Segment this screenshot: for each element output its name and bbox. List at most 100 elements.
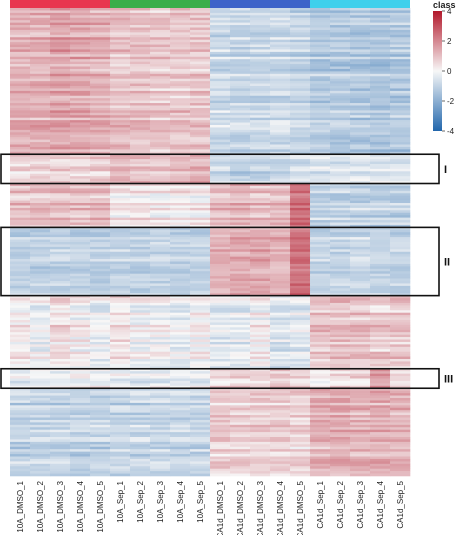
heatmap-cell: [250, 37, 271, 40]
heatmap-cell: [270, 383, 291, 387]
heatmap-cell: [190, 461, 211, 465]
heatmap-cell: [310, 315, 331, 318]
heatmap-cell: [390, 142, 411, 145]
heatmap-cell: [30, 220, 51, 223]
heatmap-cell: [30, 176, 51, 179]
heatmap-cell: [130, 137, 151, 140]
heatmap-cell: [130, 422, 151, 426]
column-label: CA1d_Sep_3: [356, 480, 365, 528]
heatmap-cell: [30, 78, 51, 82]
heatmap-cell: [30, 37, 51, 40]
heatmap-cell: [190, 207, 211, 211]
heatmap-cell: [310, 29, 331, 33]
heatmap-cell: [290, 385, 311, 389]
heatmap-cell: [230, 385, 251, 389]
heatmap-cell: [230, 388, 251, 391]
heatmap-cell: [310, 117, 331, 121]
heatmap-cell: [130, 278, 151, 282]
heatmap-cell: [290, 234, 311, 238]
heatmap-cell: [50, 151, 71, 155]
heatmap-cell: [150, 307, 171, 311]
heatmap-cell: [390, 25, 411, 28]
heatmap-cell: [290, 390, 311, 394]
heatmap-cell: [290, 415, 311, 418]
heatmap-cell: [90, 295, 111, 299]
heatmap-cell: [150, 359, 171, 362]
heatmap-cell: [10, 419, 31, 423]
heatmap-cell: [310, 242, 331, 245]
heatmap-cell: [210, 437, 231, 440]
heatmap-cell: [30, 419, 51, 423]
heatmap-cell: [190, 302, 211, 306]
heatmap-cell: [230, 105, 251, 109]
heatmap-cell: [110, 32, 131, 36]
heatmap-cell: [210, 107, 231, 111]
heatmap-cell: [150, 315, 171, 318]
heatmap-cell: [210, 203, 231, 206]
heatmap-cell: [50, 129, 71, 133]
heatmap-cell: [230, 324, 251, 328]
heatmap-cell: [30, 283, 51, 287]
heatmap-cell: [190, 32, 211, 36]
heatmap-cell: [10, 129, 31, 133]
heatmap-cell: [290, 151, 311, 155]
heatmap-cell: [390, 366, 411, 370]
heatmap-cell: [370, 446, 391, 450]
heatmap-cell: [230, 410, 251, 413]
heatmap-cell: [230, 471, 251, 474]
heatmap-cell: [90, 405, 111, 409]
heatmap-cell: [50, 185, 71, 189]
heatmap-cell: [290, 422, 311, 426]
heatmap-cell: [170, 51, 191, 55]
heatmap-cell: [170, 395, 191, 399]
heatmap-cell: [50, 66, 71, 70]
heatmap-cell: [230, 129, 251, 133]
heatmap-cell: [370, 146, 391, 150]
heatmap-cell: [270, 229, 291, 233]
heatmap-cell: [370, 107, 391, 111]
heatmap-cell: [390, 81, 411, 84]
heatmap-cell: [150, 22, 171, 26]
heatmap-cell: [310, 251, 331, 255]
heatmap-cell: [130, 310, 151, 313]
heatmap-cell: [250, 441, 271, 445]
heatmap-cell: [250, 239, 271, 243]
heatmap-cell: [130, 424, 151, 428]
heatmap-cell: [170, 115, 191, 118]
highlight-box-label: III: [444, 374, 453, 386]
heatmap-cell: [350, 232, 371, 235]
heatmap-cell: [30, 125, 51, 128]
heatmap-cell: [190, 12, 211, 16]
heatmap-cell: [230, 234, 251, 238]
heatmap-cell: [50, 95, 71, 99]
heatmap-cell: [390, 71, 411, 75]
heatmap-cell: [230, 359, 251, 362]
heatmap-cell: [350, 207, 371, 211]
heatmap-cell: [370, 402, 391, 406]
heatmap-cell: [30, 256, 51, 260]
heatmap-cell: [50, 220, 71, 223]
heatmap-cell: [170, 400, 191, 404]
heatmap-cell: [150, 100, 171, 104]
heatmap-cell: [30, 305, 51, 309]
heatmap-cell: [170, 37, 191, 40]
heatmap-cell: [90, 134, 111, 138]
heatmap-cell: [130, 176, 151, 179]
heatmap-cell: [110, 339, 131, 343]
heatmap-cell: [130, 68, 151, 72]
heatmap-cell: [290, 15, 311, 19]
heatmap-cell: [330, 244, 351, 248]
heatmap-cell: [10, 120, 31, 123]
heatmap-cell: [70, 334, 91, 338]
heatmap-cell: [250, 266, 271, 270]
heatmap-cell: [90, 471, 111, 474]
heatmap-cell: [370, 137, 391, 140]
heatmap-cell: [350, 188, 371, 192]
heatmap-cell: [270, 156, 291, 160]
heatmap-cell: [130, 66, 151, 70]
heatmap-cell: [210, 27, 231, 31]
heatmap-cell: [250, 210, 271, 214]
heatmap-cell: [390, 363, 411, 367]
heatmap-cell: [10, 251, 31, 255]
heatmap-cell: [190, 229, 211, 233]
